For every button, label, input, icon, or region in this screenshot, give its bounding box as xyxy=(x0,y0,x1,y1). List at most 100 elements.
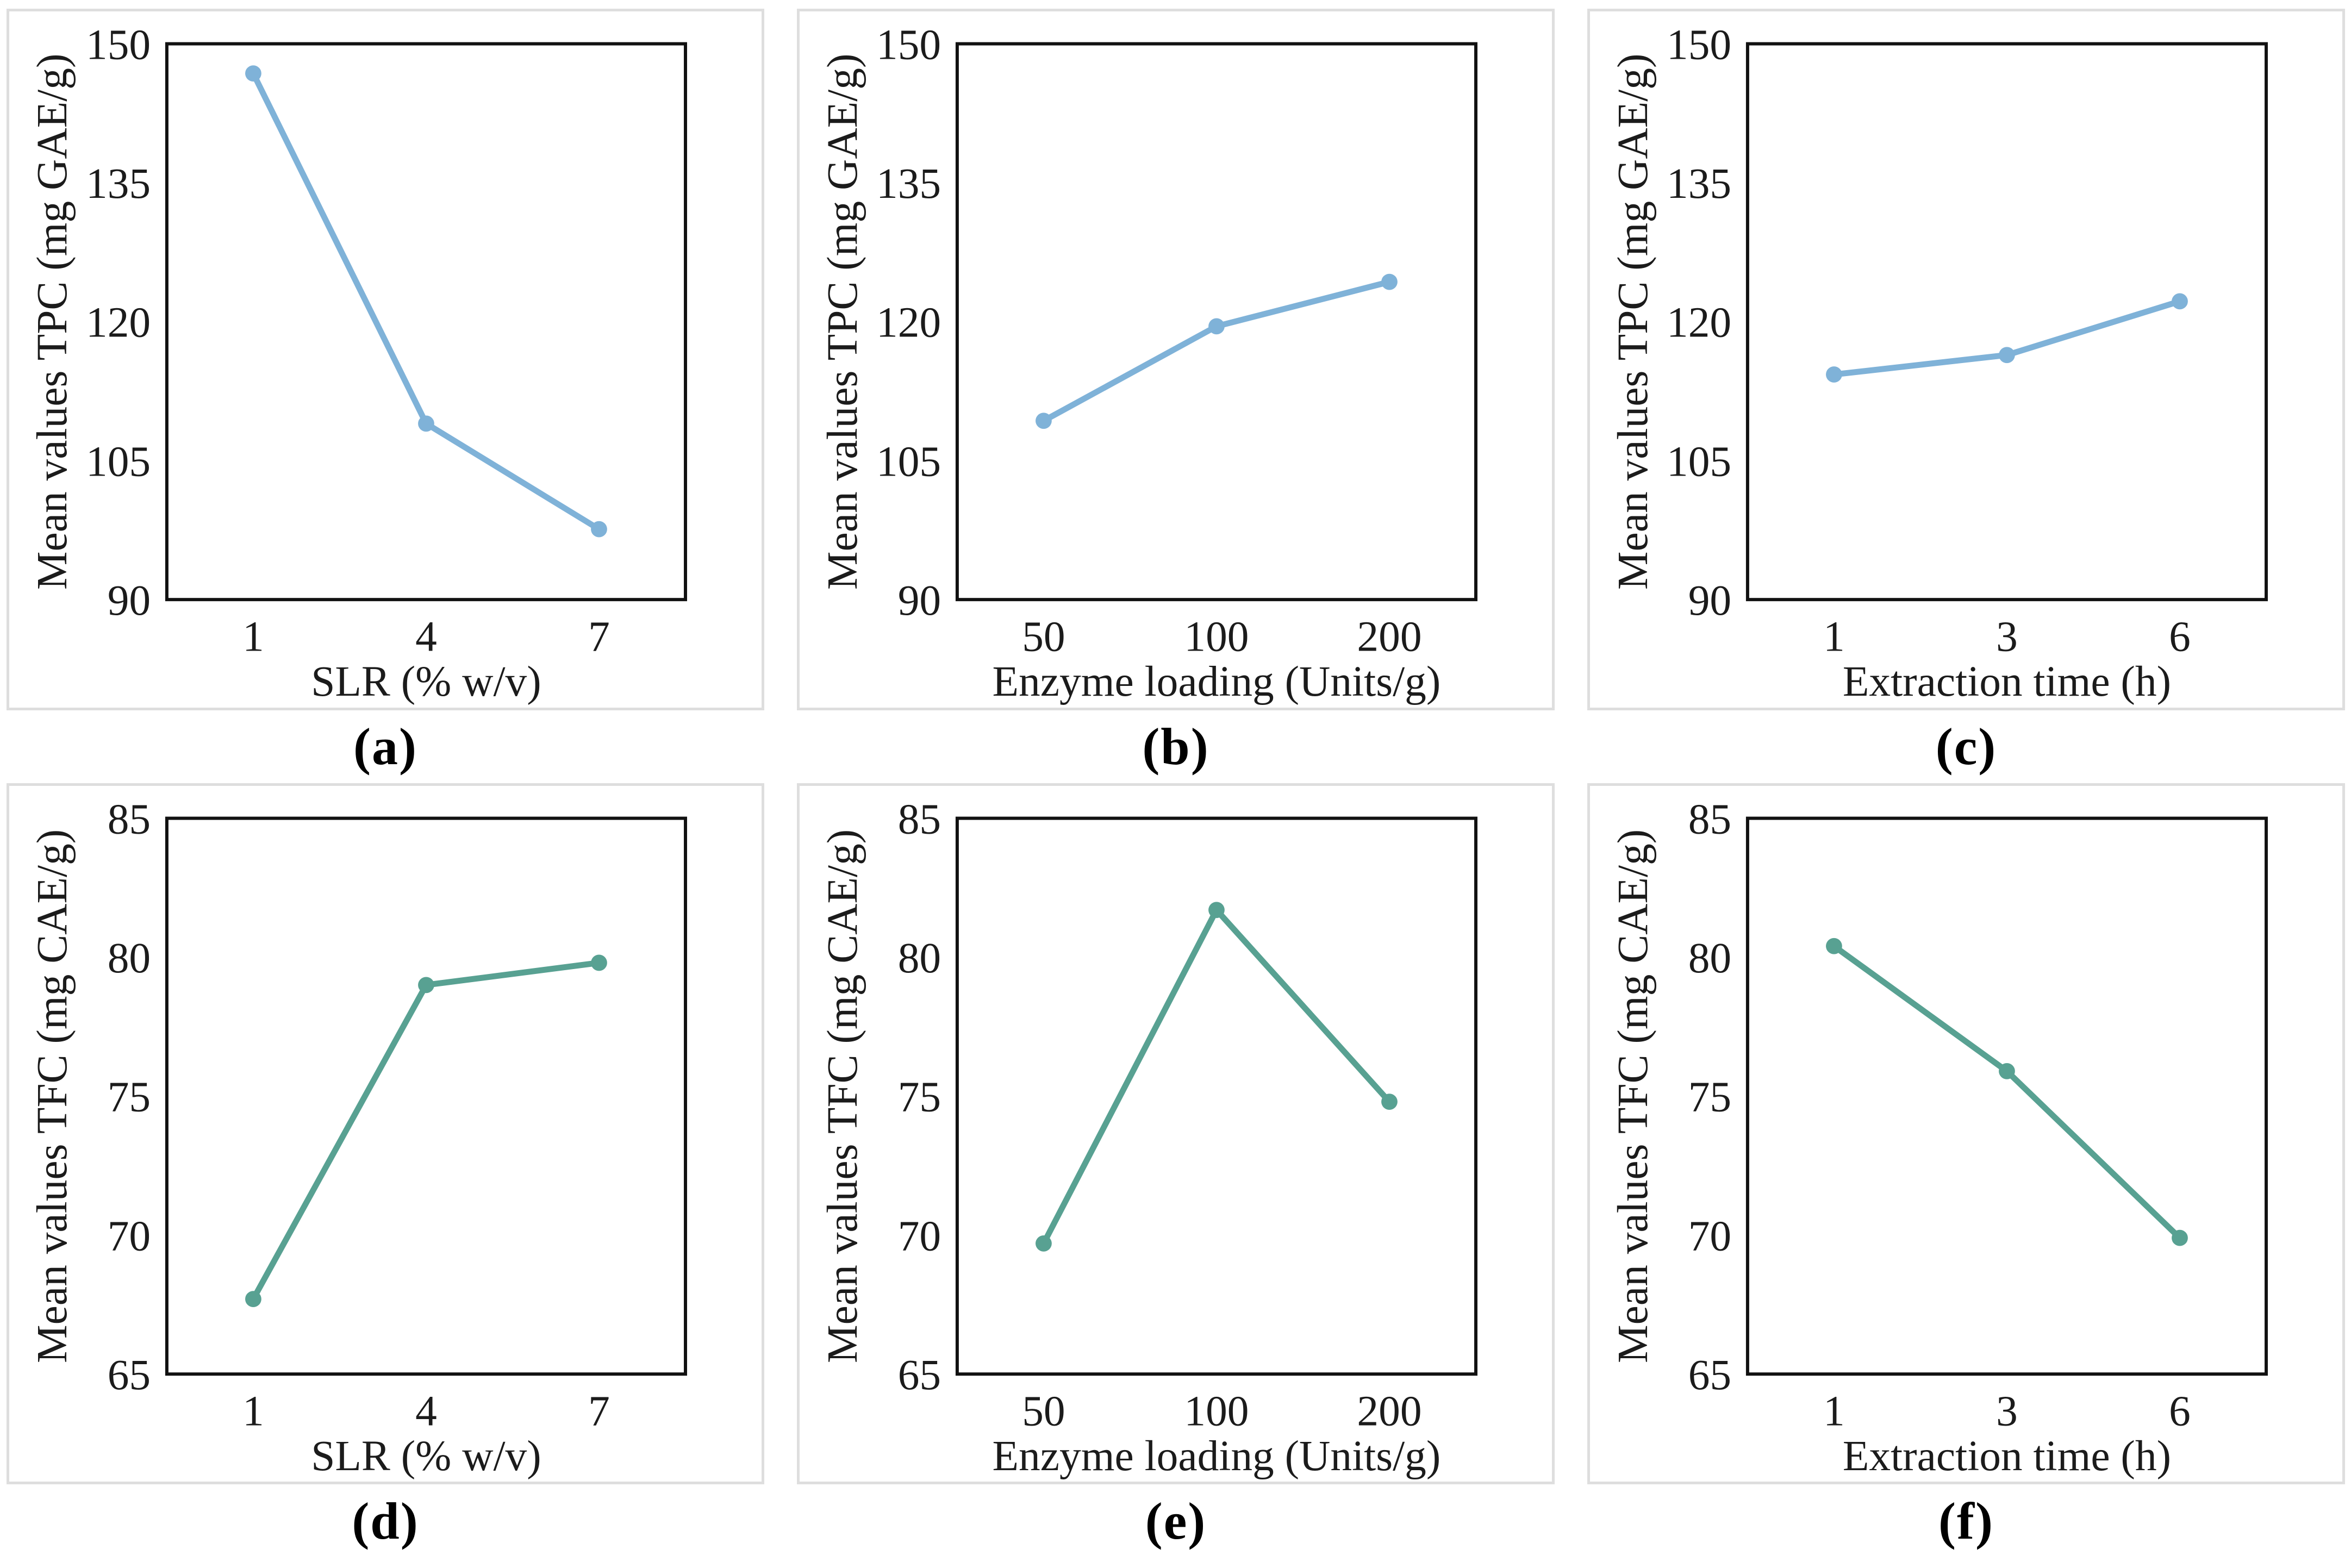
x-tick-label: 200 xyxy=(1357,613,1421,660)
data-point xyxy=(245,1290,261,1307)
y-tick-label: 85 xyxy=(1688,795,1731,843)
y-tick-label: 150 xyxy=(876,21,941,68)
data-point xyxy=(1826,938,1842,954)
caption-f: (f) xyxy=(1938,1491,1994,1550)
y-tick-label: 150 xyxy=(1667,21,1731,68)
x-tick-label: 3 xyxy=(1996,1387,2018,1435)
x-axis-title: Enzyme loading (Units/g) xyxy=(993,1432,1441,1480)
data-point xyxy=(1036,413,1052,429)
y-axis-title: Mean values TPC (mg GAE/g) xyxy=(1609,54,1657,590)
trend-line xyxy=(250,70,602,533)
plot-border xyxy=(165,42,687,602)
plot-border xyxy=(955,816,1477,1376)
data-point xyxy=(1999,347,2015,364)
data-point xyxy=(1826,366,1842,383)
x-tick-label: 1 xyxy=(1823,1387,1845,1435)
x-tick-label: 50 xyxy=(1022,613,1065,660)
y-tick-label: 65 xyxy=(108,1351,151,1399)
data-point xyxy=(591,521,607,538)
x-tick-label: 4 xyxy=(415,613,437,660)
x-axis-title: SLR (% w/v) xyxy=(311,1432,541,1480)
y-tick-label: 70 xyxy=(898,1212,941,1260)
data-point xyxy=(418,977,434,993)
panel-e: 65 70 75 80 85 50 100 200 Enzyme loading (Units/… xyxy=(797,783,1555,1558)
data-point xyxy=(1381,273,1398,290)
data-point xyxy=(2172,1229,2188,1246)
data-point xyxy=(1208,318,1225,335)
data-point xyxy=(2172,293,2188,310)
y-tick-label: 75 xyxy=(108,1073,151,1121)
panel-a: 90 105 120 135 150 1 4 7 SLR (% w/v) Mean values … xyxy=(7,9,764,783)
x-tick-label: 6 xyxy=(2169,613,2191,660)
x-tick-label: 6 xyxy=(2169,1387,2191,1435)
x-tick-label: 4 xyxy=(415,1387,437,1435)
y-tick-label: 75 xyxy=(1688,1073,1731,1121)
y-tick-label: 90 xyxy=(898,577,941,624)
y-tick-label: 85 xyxy=(898,795,941,843)
y-tick-label: 90 xyxy=(108,577,151,624)
chart-panel-a: 90 105 120 135 150 1 4 7 SLR (% w/v) Mean values … xyxy=(7,9,764,710)
chart-panel-c: 90 105 120 135 150 1 3 6 Extraction time (h) Mean… xyxy=(1587,9,2345,710)
y-axis-title: Mean values TPC (mg GAE/g) xyxy=(28,54,76,590)
y-tick-label: 70 xyxy=(1688,1212,1731,1260)
y-tick-label: 75 xyxy=(898,1073,941,1121)
panel-f: 65 70 75 80 85 1 3 6 Extraction time (h) Mean val… xyxy=(1587,783,2345,1558)
y-tick-label: 65 xyxy=(898,1351,941,1399)
x-tick-label: 3 xyxy=(1996,613,2018,660)
y-tick-label: 120 xyxy=(86,299,151,347)
x-tick-label: 1 xyxy=(1823,613,1845,660)
y-tick-label: 120 xyxy=(1667,299,1731,347)
x-tick-label: 1 xyxy=(242,613,264,660)
y-axis-title: Mean values TFC (mg CAE/g) xyxy=(1609,829,1657,1363)
caption-d: (d) xyxy=(352,1491,419,1550)
y-tick-label: 135 xyxy=(876,160,941,208)
y-tick-label: 105 xyxy=(1667,438,1731,485)
data-point xyxy=(1208,902,1225,918)
caption-c: (c) xyxy=(1935,717,1997,776)
trend-line xyxy=(250,959,602,1302)
y-tick-label: 105 xyxy=(876,438,941,485)
chart-svg-d: 65 70 75 80 85 1 4 7 SLR (% w/v) Mean values TFC … xyxy=(28,795,687,1480)
panel-d: 65 70 75 80 85 1 4 7 SLR (% w/v) Mean values TFC … xyxy=(7,783,764,1558)
x-tick-label: 200 xyxy=(1357,1387,1421,1435)
data-point xyxy=(591,954,607,971)
panel-c: 90 105 120 135 150 1 3 6 Extraction time (h) Mean… xyxy=(1587,9,2345,783)
y-tick-label: 135 xyxy=(1667,160,1731,208)
x-tick-label: 100 xyxy=(1184,613,1249,660)
caption-e: (e) xyxy=(1145,1491,1207,1550)
figure-grid: 90 105 120 135 150 1 4 7 SLR (% w/v) Mean values … xyxy=(7,9,2345,1558)
y-tick-label: 80 xyxy=(898,934,941,982)
x-axis-title: Extraction time (h) xyxy=(1843,658,2171,705)
plot-border xyxy=(165,816,687,1376)
plot-border xyxy=(1745,42,2268,602)
x-tick-label: 50 xyxy=(1022,1387,1065,1435)
chart-panel-d: 65 70 75 80 85 1 4 7 SLR (% w/v) Mean values TFC … xyxy=(7,783,764,1485)
trend-line xyxy=(1040,907,1393,1247)
chart-svg-a: 90 105 120 135 150 1 4 7 SLR (% w/v) Mean values … xyxy=(28,21,687,705)
y-axis-title: Mean values TFC (mg CAE/g) xyxy=(819,829,866,1363)
y-tick-label: 90 xyxy=(1688,577,1731,624)
y-tick-label: 80 xyxy=(108,934,151,982)
x-axis-title: Enzyme loading (Units/g) xyxy=(993,658,1441,705)
trend-line xyxy=(1831,943,2183,1241)
y-tick-label: 70 xyxy=(108,1212,151,1260)
panel-b: 90 105 120 135 150 50 100 200 Enzyme loading (Un… xyxy=(797,9,1555,783)
data-point xyxy=(1036,1235,1052,1252)
x-tick-label: 100 xyxy=(1184,1387,1249,1435)
trend-line xyxy=(1040,279,1393,424)
y-tick-label: 135 xyxy=(86,160,151,208)
chart-panel-e: 65 70 75 80 85 50 100 200 Enzyme loading (Units/… xyxy=(797,783,1555,1485)
y-axis-title: Mean values TFC (mg CAE/g) xyxy=(28,829,76,1363)
caption-a: (a) xyxy=(353,717,417,776)
y-tick-label: 65 xyxy=(1688,1351,1731,1399)
plot-border xyxy=(1745,816,2268,1376)
chart-panel-b: 90 105 120 135 150 50 100 200 Enzyme loading (Un… xyxy=(797,9,1555,710)
x-tick-label: 7 xyxy=(588,613,610,660)
x-axis-title: SLR (% w/v) xyxy=(311,658,541,705)
y-tick-label: 120 xyxy=(876,299,941,347)
y-tick-label: 80 xyxy=(1688,934,1731,982)
x-tick-label: 7 xyxy=(588,1387,610,1435)
